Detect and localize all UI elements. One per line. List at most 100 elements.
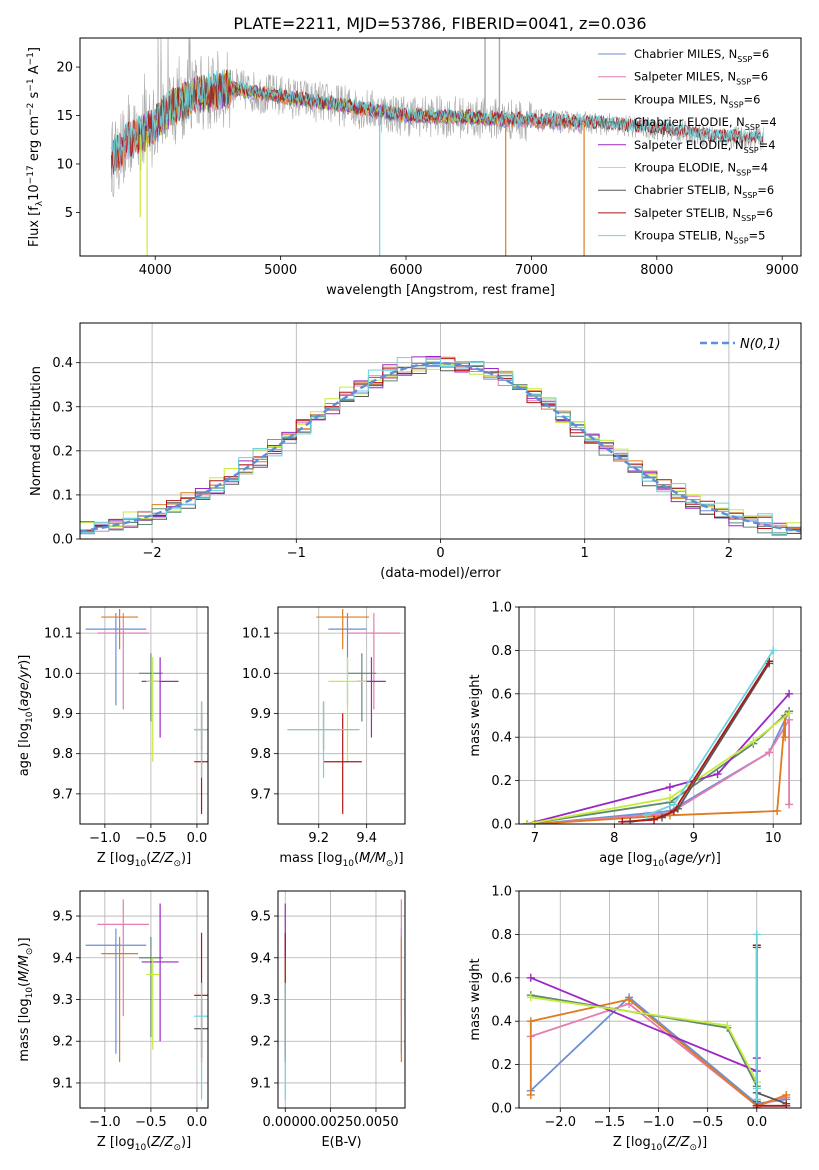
x-tick-label: 0.0: [187, 831, 208, 846]
x-tick-label: −2.0: [544, 1115, 576, 1130]
y-tick-label: 9.5: [52, 910, 73, 925]
y-tick-label: 0.8: [491, 928, 512, 943]
x-tick-label: −1.0: [89, 1115, 121, 1130]
weight-marker: [526, 993, 535, 1002]
weight-marker: [665, 793, 674, 802]
axis-label: Z [log10(Z/Z⊙)]: [97, 851, 191, 869]
axes-frame: [79, 37, 802, 257]
y-tick-label: 9.3: [52, 993, 73, 1008]
weight-marker: [752, 1095, 761, 1104]
weight-marker: [713, 770, 722, 779]
spectrum-panel: 4000 5000 6000 7000 8000 9000 5 10 15 20 wavelengt…: [26, 37, 802, 298]
y-tick-label: 0.3: [52, 400, 73, 415]
y-tick-label: 5: [65, 206, 73, 221]
legend-entry: Salpeter ELODIE, NSSP=4: [634, 138, 776, 155]
y-tick-label: 9.1: [52, 1076, 73, 1091]
mass-vs-metallicity-panel: −1.0 −0.5 0.0 9.1 9.2 9.3 9.4 9.5 Z [log10(Z/Z⊙)…: [17, 890, 209, 1153]
x-axis-label: E(B-V): [321, 1135, 361, 1150]
y-tick-label: 9.2: [250, 1035, 271, 1050]
y-tick-label: 0.6: [491, 687, 512, 702]
weight-marker: [650, 815, 659, 824]
x-tick-label: −0.5: [135, 831, 167, 846]
y-tick-label: 9.2: [52, 1035, 73, 1050]
x-tick-label: −0.5: [135, 1115, 167, 1130]
y-tick-label: 1.0: [491, 885, 512, 900]
x-tick-label: 2: [725, 546, 733, 561]
weight-marker: [752, 930, 761, 939]
plot-area: [526, 930, 791, 1108]
weight-line: [534, 715, 786, 824]
x-tick-label: 4000: [139, 263, 172, 278]
model-spectrum: [110, 69, 764, 171]
weight-line: [630, 662, 770, 823]
y-tick-label: 0.2: [52, 444, 73, 459]
weight-marker: [769, 646, 778, 655]
y-tick-label: 1.0: [491, 601, 512, 616]
y-tick-label: 0.2: [491, 1058, 512, 1073]
plot-area: [110, 38, 764, 256]
plot-area: [85, 899, 208, 1100]
x-tick-label: −0.5: [692, 1115, 724, 1130]
plot-area: [284, 899, 402, 1100]
y-tick-label: 0.2: [491, 774, 512, 789]
age-vs-mass-panel: 9.2 9.4 9.7 9.8 9.9 10.0 10.1 mass [log10(M/M⊙)…: [242, 606, 406, 869]
y-tick-label: 10.0: [242, 667, 271, 682]
x-tick-label: 0: [436, 546, 444, 561]
axes-frame: [79, 606, 209, 825]
axis-label: mass [log10(M/M⊙)]: [17, 937, 35, 1061]
y-tick-label: 0.0: [491, 1102, 512, 1117]
weight-marker: [749, 737, 758, 746]
legend-entry: Kroupa STELIB, NSSP=5: [634, 229, 765, 246]
weight-marker: [669, 800, 678, 809]
plot-area: [287, 609, 401, 814]
weight-marker: [665, 783, 674, 792]
weight-marker: [785, 709, 794, 718]
legend-entry: Chabrier MILES, NSSP=6: [634, 47, 769, 64]
legend-entry: Chabrier ELODIE, NSSP=4: [634, 115, 777, 132]
y-tick-label: 9.8: [250, 747, 271, 762]
y-tick-label: 0.4: [52, 356, 73, 371]
weight-marker: [625, 995, 634, 1004]
y-tick-label: 9.4: [250, 951, 271, 966]
y-tick-label: 0.1: [52, 488, 73, 503]
weight-line: [526, 712, 790, 824]
x-tick-label: 0.0025: [308, 1115, 354, 1130]
axis-label: Z [log10(Z/Z⊙)]: [613, 1135, 707, 1153]
y-axis-label: mass weight: [468, 674, 483, 756]
normal-curve: [80, 361, 801, 533]
y-tick-label: 9.7: [52, 787, 73, 802]
weight-marker: [526, 973, 535, 982]
weight-marker: [526, 1090, 535, 1099]
y-tick-label: 15: [56, 109, 73, 124]
weight-line: [622, 660, 770, 823]
y-tick-label: 0.8: [491, 644, 512, 659]
x-tick-label: 0.0: [187, 1115, 208, 1130]
figure-title: PLATE=2211, MJD=53786, FIBERID=0041, z=0…: [233, 14, 646, 33]
legend-entry: N(0,1): [740, 337, 781, 352]
weight-marker: [785, 689, 794, 698]
x-tick-label: 0.0050: [353, 1115, 399, 1130]
histogram-step: [80, 357, 801, 536]
axes-frame: [518, 606, 802, 825]
weight-line: [755, 945, 787, 1107]
x-tick-label: 8: [610, 831, 618, 846]
y-tick-label: 0.4: [491, 1015, 512, 1030]
age-vs-metallicity-panel: −1.0 −0.5 0.0 9.7 9.8 9.9 10.0 10.1 Z [log10(Z/Z…: [17, 606, 209, 869]
weight-line: [530, 1002, 787, 1107]
weight-marker: [765, 748, 774, 757]
x-tick-label: 6000: [389, 263, 422, 278]
weight-marker: [782, 1090, 791, 1099]
x-tick-label: 9.2: [308, 831, 329, 846]
weight-marker: [723, 1021, 732, 1030]
y-tick-label: 10: [56, 157, 73, 172]
legend-entry: Chabrier STELIB, NSSP=6: [634, 183, 774, 200]
y-tick-label: 10.1: [44, 627, 73, 642]
y-tick-label: 9.8: [52, 747, 73, 762]
axis-label: age [log10(age/yr)]: [17, 655, 35, 777]
weight-marker: [752, 1084, 761, 1093]
plot-area: [80, 356, 801, 536]
y-tick-label: 9.4: [52, 951, 73, 966]
y-tick-label: 9.9: [52, 707, 73, 722]
weight-marker: [782, 1101, 791, 1108]
